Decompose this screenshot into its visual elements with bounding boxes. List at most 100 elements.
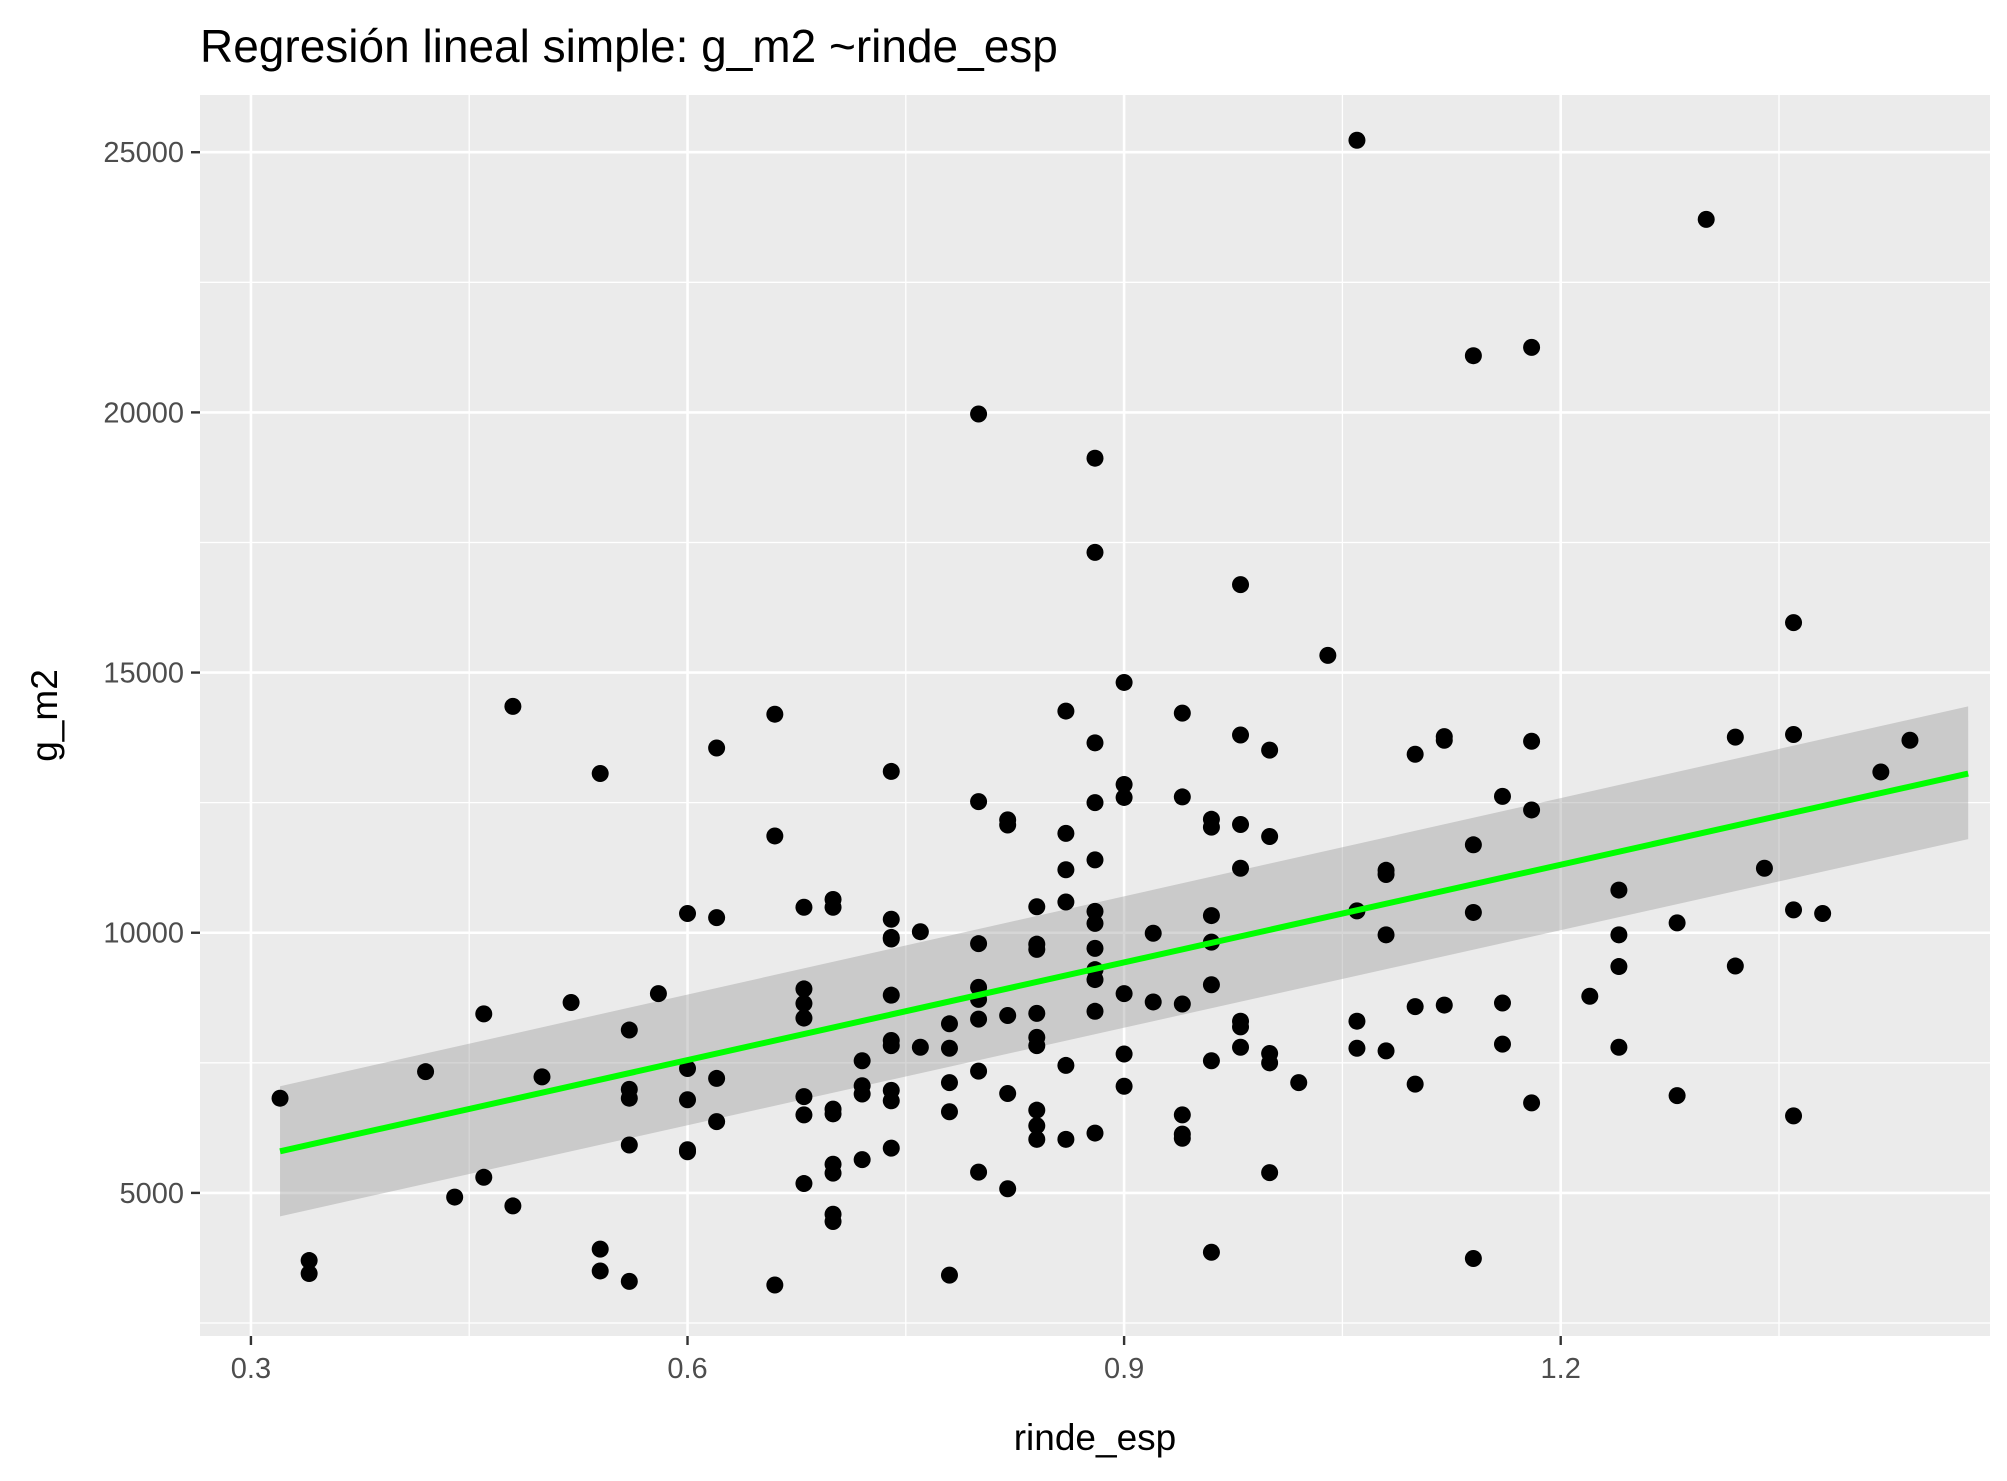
data-point (1435, 996, 1453, 1014)
data-point (591, 765, 609, 783)
data-point (882, 930, 900, 948)
chart-title: Regresión lineal simple: g_m2 ~rinde_esp (200, 20, 1058, 72)
regression-line (279, 770, 1969, 1155)
data-point (1523, 338, 1541, 356)
data-point (1086, 902, 1104, 920)
data-point (620, 1021, 638, 1039)
data-point (1086, 794, 1104, 812)
data-point (1202, 976, 1220, 994)
x-tick-label: 1.2 (1541, 1353, 1581, 1385)
data-point (1232, 1018, 1250, 1036)
data-point (970, 1010, 988, 1028)
data-point (1028, 898, 1046, 916)
y-tick-label: 20000 (103, 397, 184, 429)
data-point (1086, 914, 1104, 932)
data-point (999, 1180, 1017, 1198)
data-point (795, 995, 813, 1013)
data-point (1319, 646, 1337, 664)
data-point (679, 1091, 697, 1109)
data-point (1086, 1124, 1104, 1142)
data-point (766, 1276, 784, 1294)
data-point (1406, 1075, 1424, 1093)
data-point (708, 1069, 726, 1087)
data-point (1115, 985, 1133, 1003)
data-point (911, 923, 929, 941)
data-point (620, 1272, 638, 1290)
data-point (620, 1136, 638, 1154)
data-point (795, 1175, 813, 1193)
data-point (970, 1163, 988, 1181)
data-point (1173, 1106, 1191, 1124)
data-point (795, 1106, 813, 1124)
x-tick-label: 0.3 (231, 1353, 271, 1385)
data-point (1115, 673, 1133, 691)
data-point (1523, 801, 1541, 819)
data-point (882, 910, 900, 928)
data-point (1348, 1039, 1366, 1057)
data-point (824, 1105, 842, 1123)
data-point (271, 1089, 289, 1107)
data-point (1523, 732, 1541, 750)
data-point (824, 1164, 842, 1182)
data-point (1232, 576, 1250, 594)
data-point (1057, 702, 1075, 720)
data-point (1377, 926, 1395, 944)
data-point (446, 1188, 464, 1206)
data-point (1202, 907, 1220, 925)
major-gridlines (200, 95, 1990, 1336)
y-tick-label: 10000 (103, 918, 184, 950)
data-point (1173, 704, 1191, 722)
data-point (940, 1103, 958, 1121)
data-point (795, 1088, 813, 1106)
x-tick-label: 0.6 (667, 1353, 707, 1385)
data-point (1668, 914, 1686, 932)
data-point (1872, 763, 1890, 781)
data-point (679, 1143, 697, 1161)
data-point (1086, 734, 1104, 752)
data-point (1232, 1038, 1250, 1056)
data-point (1028, 1117, 1046, 1135)
data-point (1523, 1094, 1541, 1112)
data-point (1086, 449, 1104, 467)
data-point (1493, 994, 1511, 1012)
data-point (1115, 775, 1133, 793)
data-point (1377, 865, 1395, 883)
data-point (620, 1089, 638, 1107)
data-point (1202, 818, 1220, 836)
data-point (649, 985, 667, 1003)
data-point (1028, 940, 1046, 958)
data-point (882, 762, 900, 780)
data-point (1377, 1042, 1395, 1060)
data-point (970, 1062, 988, 1080)
data-point (1232, 816, 1250, 834)
data-point (1028, 1101, 1046, 1119)
data-point (1668, 1087, 1686, 1105)
data-point (1057, 1056, 1075, 1074)
data-point (1115, 1077, 1133, 1095)
data-point (795, 1009, 813, 1027)
data-point (1726, 728, 1744, 746)
data-point (1202, 1243, 1220, 1261)
data-point (1173, 1129, 1191, 1147)
y-axis-title: g_m2 (24, 669, 65, 762)
y-axis: 5000 10000 15000 20000 25000 (103, 137, 200, 1210)
data-point (1144, 924, 1162, 942)
data-points (271, 131, 1919, 1294)
data-point (882, 986, 900, 1004)
data-point (795, 898, 813, 916)
x-axis-title: rinde_esp (1014, 1417, 1177, 1458)
data-point (475, 1005, 493, 1023)
data-point (679, 904, 697, 922)
data-point (504, 697, 522, 715)
data-point (940, 1015, 958, 1033)
data-point (591, 1240, 609, 1258)
data-point (1086, 971, 1104, 989)
data-point (1901, 731, 1919, 749)
data-point (999, 1085, 1017, 1103)
data-point (970, 405, 988, 423)
data-point (1057, 824, 1075, 842)
data-point (708, 1113, 726, 1131)
data-point (1464, 836, 1482, 854)
data-point (882, 1092, 900, 1110)
data-point (1028, 1004, 1046, 1022)
